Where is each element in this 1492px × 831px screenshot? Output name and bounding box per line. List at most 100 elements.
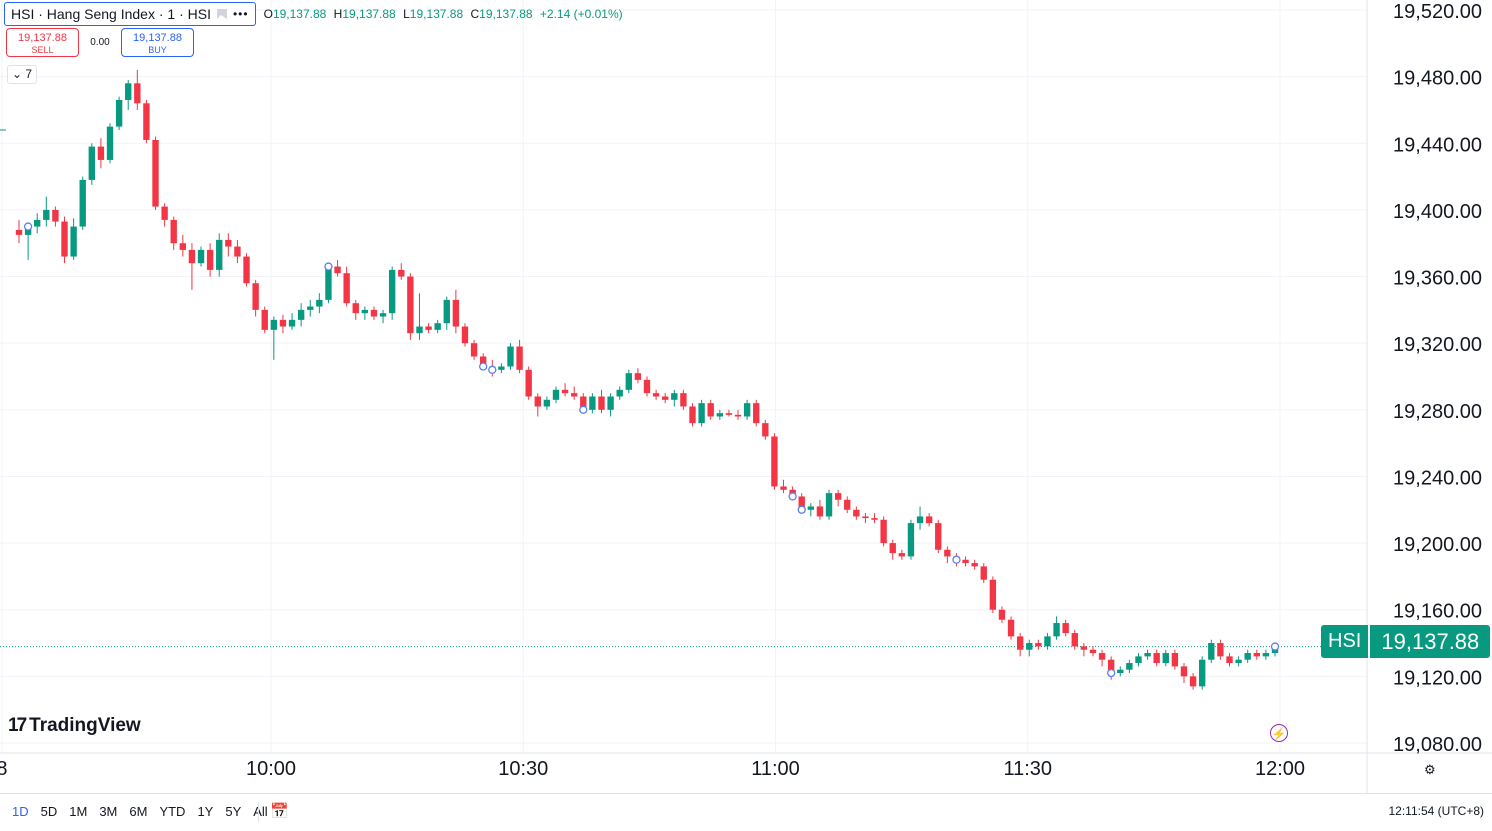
candle (1253, 649, 1260, 660)
range-all[interactable]: All (253, 804, 268, 819)
candle (316, 293, 323, 314)
candle (15, 219, 23, 244)
candle-body (152, 139, 159, 207)
clock-timezone[interactable]: 12:11:54 (UTC+8) (1388, 804, 1485, 818)
candle-body (1007, 619, 1015, 637)
candle (1226, 653, 1233, 667)
candle (1217, 639, 1224, 660)
symbol-selector[interactable]: HSI · Hang Seng Index · 1 · HSI ••• (4, 2, 256, 26)
range-5d[interactable]: 5D (40, 804, 58, 819)
candle-body (143, 103, 150, 140)
candle-body (652, 393, 660, 397)
candle-body (625, 373, 632, 390)
calendar-icon[interactable]: 📅 (270, 803, 289, 820)
candle-body (944, 549, 951, 557)
candle-body (780, 486, 787, 490)
candle (443, 296, 450, 330)
candle-body (1135, 656, 1142, 664)
event-marker (23, 222, 33, 231)
candle (880, 516, 887, 547)
candle-body (297, 309, 305, 320)
candle (143, 99, 150, 144)
settings-gear-icon[interactable]: ⚙ (1424, 762, 1436, 777)
range-6m[interactable]: 6M (129, 804, 148, 819)
candle-body (798, 496, 805, 510)
candle-body (15, 229, 23, 235)
candle-body (834, 493, 842, 500)
candle (152, 136, 159, 210)
candle (470, 339, 478, 360)
candle-body (844, 499, 851, 510)
candle-body (1089, 649, 1097, 654)
range-5y[interactable]: 5Y (225, 804, 242, 819)
candle-body (807, 506, 815, 510)
candle-body (762, 423, 769, 437)
x-tick-label: 10:00 (246, 758, 296, 780)
candle (971, 559, 978, 570)
event-marker (952, 555, 961, 564)
candle-body (598, 396, 605, 410)
candle-body (170, 219, 177, 244)
candle-body (925, 516, 933, 524)
y-tick-label: 19,280.00 (1393, 401, 1482, 423)
candle-body (370, 309, 378, 317)
candle (1162, 649, 1169, 667)
candle (625, 369, 632, 394)
logo-text: TradingView (29, 715, 141, 736)
candle (989, 576, 997, 614)
candle-body (725, 413, 733, 415)
candle-body (607, 396, 614, 410)
more-dots-icon[interactable]: ••• (232, 7, 249, 21)
candle-body (434, 323, 441, 330)
indicators-toggle-button[interactable]: ⌄ 7 (7, 65, 37, 84)
candle (616, 386, 623, 400)
buy-price: 19,137.88 (133, 32, 182, 44)
range-3m[interactable]: 3M (99, 804, 118, 819)
candle-body (188, 249, 196, 264)
event-marker (797, 505, 806, 514)
sell-button[interactable]: 19,137.88 SELL (6, 28, 79, 57)
range-1m[interactable]: 1M (69, 804, 88, 819)
tradingview-logo[interactable]: 17 TradingView (8, 715, 141, 737)
y-tick-label: 19,120.00 (1393, 667, 1482, 689)
candle (716, 409, 723, 420)
candle-body (70, 226, 77, 257)
candle-body (334, 266, 341, 274)
candle-body (498, 366, 505, 370)
candle (725, 409, 733, 417)
high-key: H (333, 7, 343, 21)
lightning-icon[interactable]: ⚡ (1270, 724, 1288, 742)
candle (1126, 659, 1133, 674)
candle-body (479, 356, 487, 367)
candle (70, 218, 77, 260)
candle-body (1217, 643, 1224, 657)
last-point-marker (1270, 642, 1280, 651)
candle-body (252, 283, 259, 310)
candle-body (1016, 636, 1024, 650)
range-ytd[interactable]: YTD (159, 804, 186, 819)
candle-body (1026, 643, 1033, 650)
candle-body (243, 256, 250, 284)
low-value: 19,137.88 (409, 7, 464, 21)
candle (1071, 629, 1078, 650)
candle (607, 393, 614, 417)
event-marker (579, 405, 588, 414)
candle (416, 293, 423, 340)
range-1d[interactable]: 1D (12, 804, 29, 819)
event-marker (488, 365, 497, 374)
candle (907, 519, 915, 560)
candle-body (216, 239, 223, 270)
candle (898, 549, 906, 560)
candle (388, 266, 396, 320)
candle (516, 339, 523, 374)
candle (52, 206, 59, 227)
buy-button[interactable]: 19,137.88 BUY (121, 28, 194, 57)
y-tick-label: 19,400.00 (1393, 201, 1482, 223)
candle (1135, 653, 1142, 667)
price-chart[interactable]: 19,520.00 19,480.00 19,440.00 19,400.00 19,3… (0, 0, 1492, 793)
range-1y[interactable]: 1Y (197, 804, 214, 819)
candle (743, 399, 751, 420)
candle-body (1098, 653, 1106, 660)
candle (807, 503, 815, 517)
candle (343, 266, 350, 307)
